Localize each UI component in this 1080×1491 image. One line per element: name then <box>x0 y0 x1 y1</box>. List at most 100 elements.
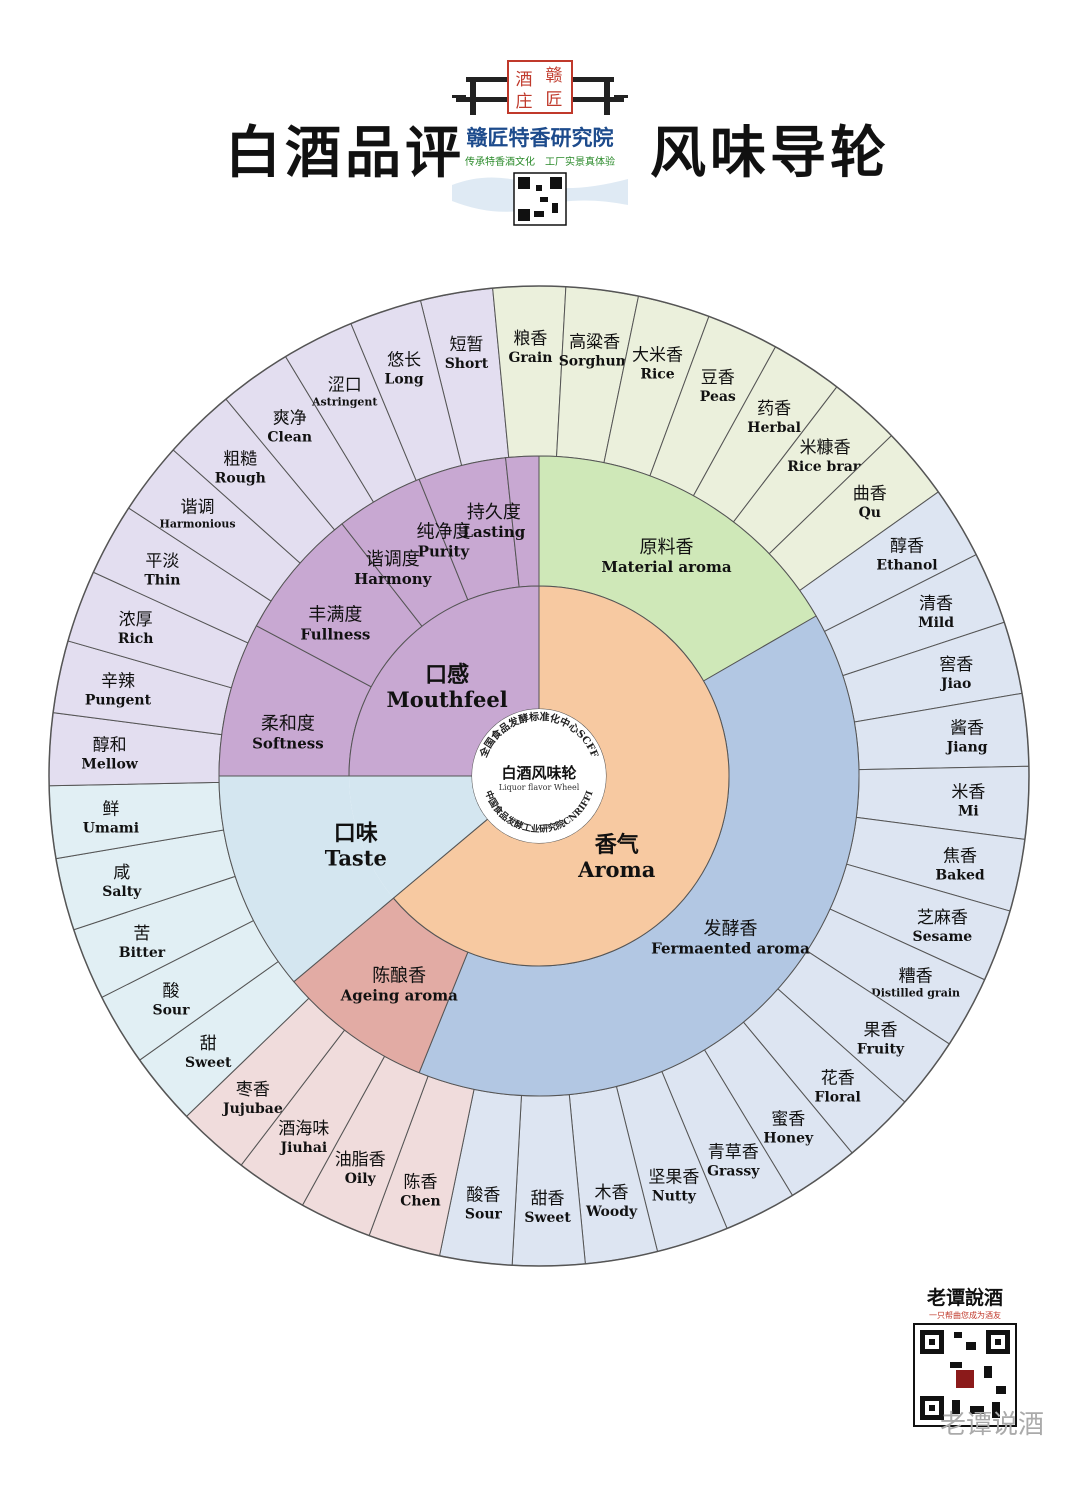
outer-label-zh: 鲜 <box>102 800 119 820</box>
outer-label-zh: 悠长 <box>387 351 421 371</box>
outer-label-zh: 焦香 <box>943 846 977 866</box>
outer-label-zh: 大米香 <box>632 346 683 366</box>
outer-label-en: Mellow <box>81 756 138 772</box>
logo-stamp-char: 酒 <box>516 70 533 90</box>
outer-label-zh: 粗糙 <box>223 450 257 470</box>
outer-label-en: Grain <box>508 350 552 366</box>
center-title-en: Liquor flavor Wheel <box>499 783 580 792</box>
wheel-center: 全国食品发酵标准化中心SCFF 中国食品发酵工业研究院CNRIFFI 白酒风味轮… <box>472 709 606 843</box>
outer-label-zh: 酸香 <box>466 1185 500 1205</box>
middle-label-en: Fullness <box>300 626 370 644</box>
outer-label-zh: 米香 <box>951 783 985 803</box>
outer-label-zh: 醇香 <box>890 537 924 557</box>
middle-label-zh: 丰满度 <box>308 605 362 626</box>
outer-label-zh: 蜜香 <box>771 1109 805 1129</box>
inner-label-en: Taste <box>325 846 387 871</box>
middle-label-zh: 纯净度 <box>416 522 470 543</box>
outer-label-en: Rough <box>215 471 266 487</box>
outer-label-zh: 酸 <box>162 981 179 1001</box>
outer-label-en: Short <box>445 356 489 372</box>
middle-label-zh: 谐调度 <box>366 549 420 570</box>
outer-label-zh: 酒海味 <box>278 1119 329 1139</box>
taste-middle-sector <box>219 776 394 982</box>
outer-label-zh: 高粱香 <box>569 333 620 353</box>
logo-stamp-char: 赣 <box>546 66 563 86</box>
outer-label-zh: 枣香 <box>236 1080 270 1100</box>
qr-code-icon <box>513 172 567 226</box>
outer-label-en: Sour <box>152 1002 190 1018</box>
middle-label-zh: 原料香 <box>640 537 694 558</box>
outer-label-en: Peas <box>700 389 736 405</box>
outer-label-zh: 药香 <box>757 399 791 419</box>
brand-name: 老谭說酒 <box>927 1286 1003 1309</box>
qr-code-icon <box>913 1323 1017 1427</box>
title-right: 风味导轮 <box>650 120 890 186</box>
middle-label-en: Lasting <box>462 523 525 541</box>
outer-label-zh: 苦 <box>133 924 150 944</box>
outer-label-en: Honey <box>763 1130 814 1146</box>
taste-sector <box>349 776 488 899</box>
outer-rim <box>48 285 1030 1267</box>
outer-label-en: Oily <box>345 1171 377 1187</box>
outer-label-zh: 短暂 <box>449 335 483 355</box>
outer-label-zh: 青草香 <box>708 1143 759 1163</box>
title-left: 白酒品评 <box>225 120 465 186</box>
outer-label-en: Sweet <box>185 1055 232 1071</box>
outer-label-en: Sour <box>465 1206 503 1222</box>
outer-label-en: Herbal <box>747 420 801 436</box>
outer-label-zh: 陈香 <box>403 1172 437 1192</box>
outer-label-zh: 浓厚 <box>119 610 153 630</box>
outer-label-en: Qu <box>859 505 881 521</box>
outer-label-en: Long <box>385 372 424 388</box>
outer-label-zh: 花香 <box>821 1068 855 1088</box>
outer-label-en: Clean <box>267 430 312 446</box>
middle-label-en: Material aroma <box>601 558 732 576</box>
outer-label-zh: 米糠香 <box>800 437 851 458</box>
outer-label-en: Jujubae <box>221 1101 283 1117</box>
outer-label-zh: 曲香 <box>853 484 887 504</box>
outer-label-zh: 谐调 <box>181 498 215 518</box>
outer-label-en: Chen <box>400 1193 440 1209</box>
outer-label-en: Rich <box>118 631 154 647</box>
outer-label-en: Bitter <box>119 945 166 961</box>
inner-label-zh: 口味 <box>334 821 378 847</box>
outer-label-zh: 酱香 <box>950 718 984 738</box>
outer-label-en: Distilled grain <box>871 987 960 1000</box>
outer-label-zh: 糟香 <box>899 967 933 987</box>
inner-label-en: Aroma <box>577 857 656 882</box>
outer-label-zh: 坚果香 <box>648 1167 699 1187</box>
outer-label-zh: 窖香 <box>939 655 973 675</box>
inner-label-en: Mouthfeel <box>386 687 507 712</box>
